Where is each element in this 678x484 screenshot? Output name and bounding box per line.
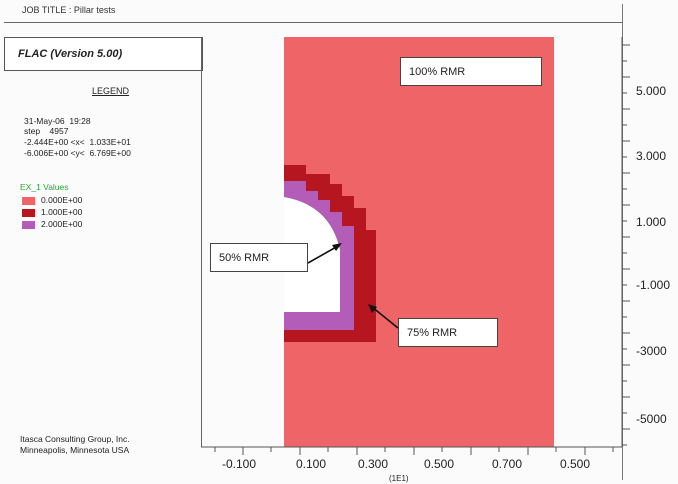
legend-date: 31-May-06 19:28 bbox=[24, 116, 91, 126]
legend-entry-1: 1.000E+00 bbox=[22, 207, 82, 217]
legend-label-1: 1.000E+00 bbox=[41, 207, 83, 217]
legend-swatch-2 bbox=[22, 220, 35, 229]
program-title: FLAC (Version 5.00) bbox=[18, 48, 123, 60]
legend-swatch-1 bbox=[22, 208, 35, 217]
legend-entry-0: 0.000E+00 bbox=[22, 195, 82, 205]
x-tick-2: 0.300 bbox=[358, 457, 389, 471]
y-tick-4: -3000 bbox=[636, 344, 667, 358]
y-tick-0: 5.000 bbox=[636, 84, 667, 98]
y-axis-ticks bbox=[622, 44, 630, 446]
y-tick-5: -5000 bbox=[636, 412, 667, 426]
arrow-75-head bbox=[368, 304, 377, 313]
job-title: JOB TITLE : Pillar tests bbox=[22, 5, 116, 15]
x-tick-3: 0.500 bbox=[424, 457, 455, 471]
y-tick-1: 3.000 bbox=[636, 149, 667, 163]
company-info: Itasca Consulting Group, Inc. Minneapoli… bbox=[20, 434, 130, 456]
title-divider bbox=[4, 22, 622, 23]
x-axis-label: (1E1) bbox=[389, 474, 409, 483]
x-tick-0: -0.100 bbox=[222, 457, 257, 471]
program-title-box bbox=[4, 37, 203, 71]
legend-label-2: 2.000E+00 bbox=[41, 219, 83, 229]
legend-label-0: 0.000E+00 bbox=[41, 195, 83, 205]
y-tick-2: 1.000 bbox=[636, 215, 667, 229]
x-tick-5: 0.500 bbox=[560, 457, 591, 471]
arrow-75 bbox=[371, 306, 399, 329]
y-tick-3: -1.000 bbox=[636, 278, 671, 292]
legend-swatch-0 bbox=[22, 196, 35, 205]
label-50-rmr: 50% RMR bbox=[210, 243, 308, 272]
arrow-50-head bbox=[332, 243, 342, 251]
x-tick-1: 0.100 bbox=[296, 457, 327, 471]
company-name: Itasca Consulting Group, Inc. bbox=[20, 434, 130, 444]
legend-y-range: -6.006E+00 <y< 6.769E+00 bbox=[24, 148, 131, 158]
panel-divider bbox=[201, 37, 202, 447]
label-75-rmr: 75% RMR bbox=[398, 318, 498, 347]
legend-entry-2: 2.000E+00 bbox=[22, 219, 82, 229]
legend-step: step 4957 bbox=[24, 126, 69, 136]
arrow-50 bbox=[307, 245, 339, 264]
values-title: EX_1 Values bbox=[20, 182, 69, 192]
legend-x-range: -2.444E+00 <x< 1.033E+01 bbox=[24, 137, 131, 147]
label-100-rmr: 100% RMR bbox=[400, 57, 542, 86]
legend-title: LEGEND bbox=[92, 86, 130, 96]
x-tick-4: 0.700 bbox=[492, 457, 523, 471]
x-axis-ticks bbox=[214, 447, 614, 455]
excavation-opening bbox=[284, 197, 340, 312]
company-location: Minneapolis, Minnesota USA bbox=[20, 445, 130, 455]
